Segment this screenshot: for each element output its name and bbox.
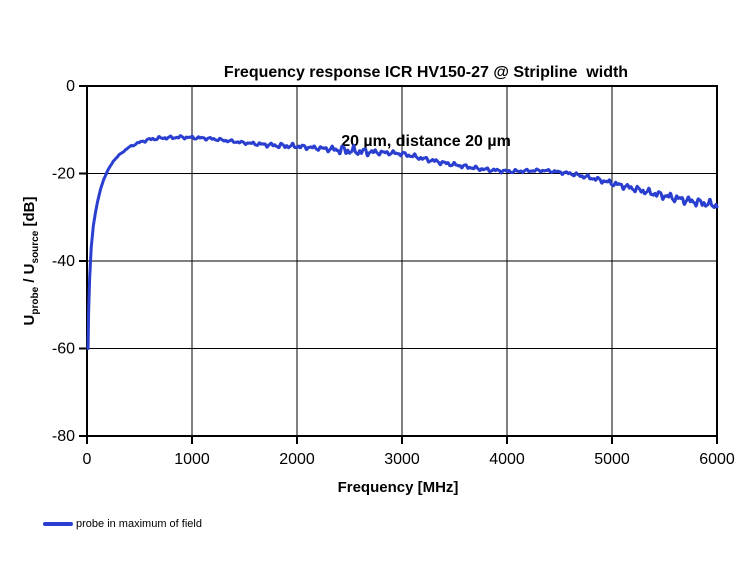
y-tick-label: -40 [52,253,75,270]
y-tick-label: -20 [52,166,75,183]
x-axis-title: Frequency [MHz] [337,479,459,496]
x-tick-label: 1000 [174,451,210,468]
x-tick-label: 0 [83,451,92,468]
chart-title-line1: Frequency response ICR HV150-27 @ Stripl… [223,64,629,81]
series-line-probe [86,134,719,350]
y-tick-label: -80 [52,428,75,445]
legend-line-swatch [43,522,73,526]
y-tick-label: -60 [52,341,75,358]
x-tick-label: 6000 [699,451,735,468]
chart-title: Frequency response ICR HV150-27 @ Stripl… [106,15,746,199]
legend: probe in maximum of field [43,516,202,532]
x-tick-label: 2000 [279,451,315,468]
x-tick-label: 3000 [384,451,420,468]
legend-label: probe in maximum of field [76,518,202,530]
chart-title-line2: 20 µm, distance 20 µm [341,133,511,150]
x-tick-label: 5000 [594,451,630,468]
x-tick-label: 4000 [489,451,525,468]
y-tick-label: 0 [66,78,75,95]
